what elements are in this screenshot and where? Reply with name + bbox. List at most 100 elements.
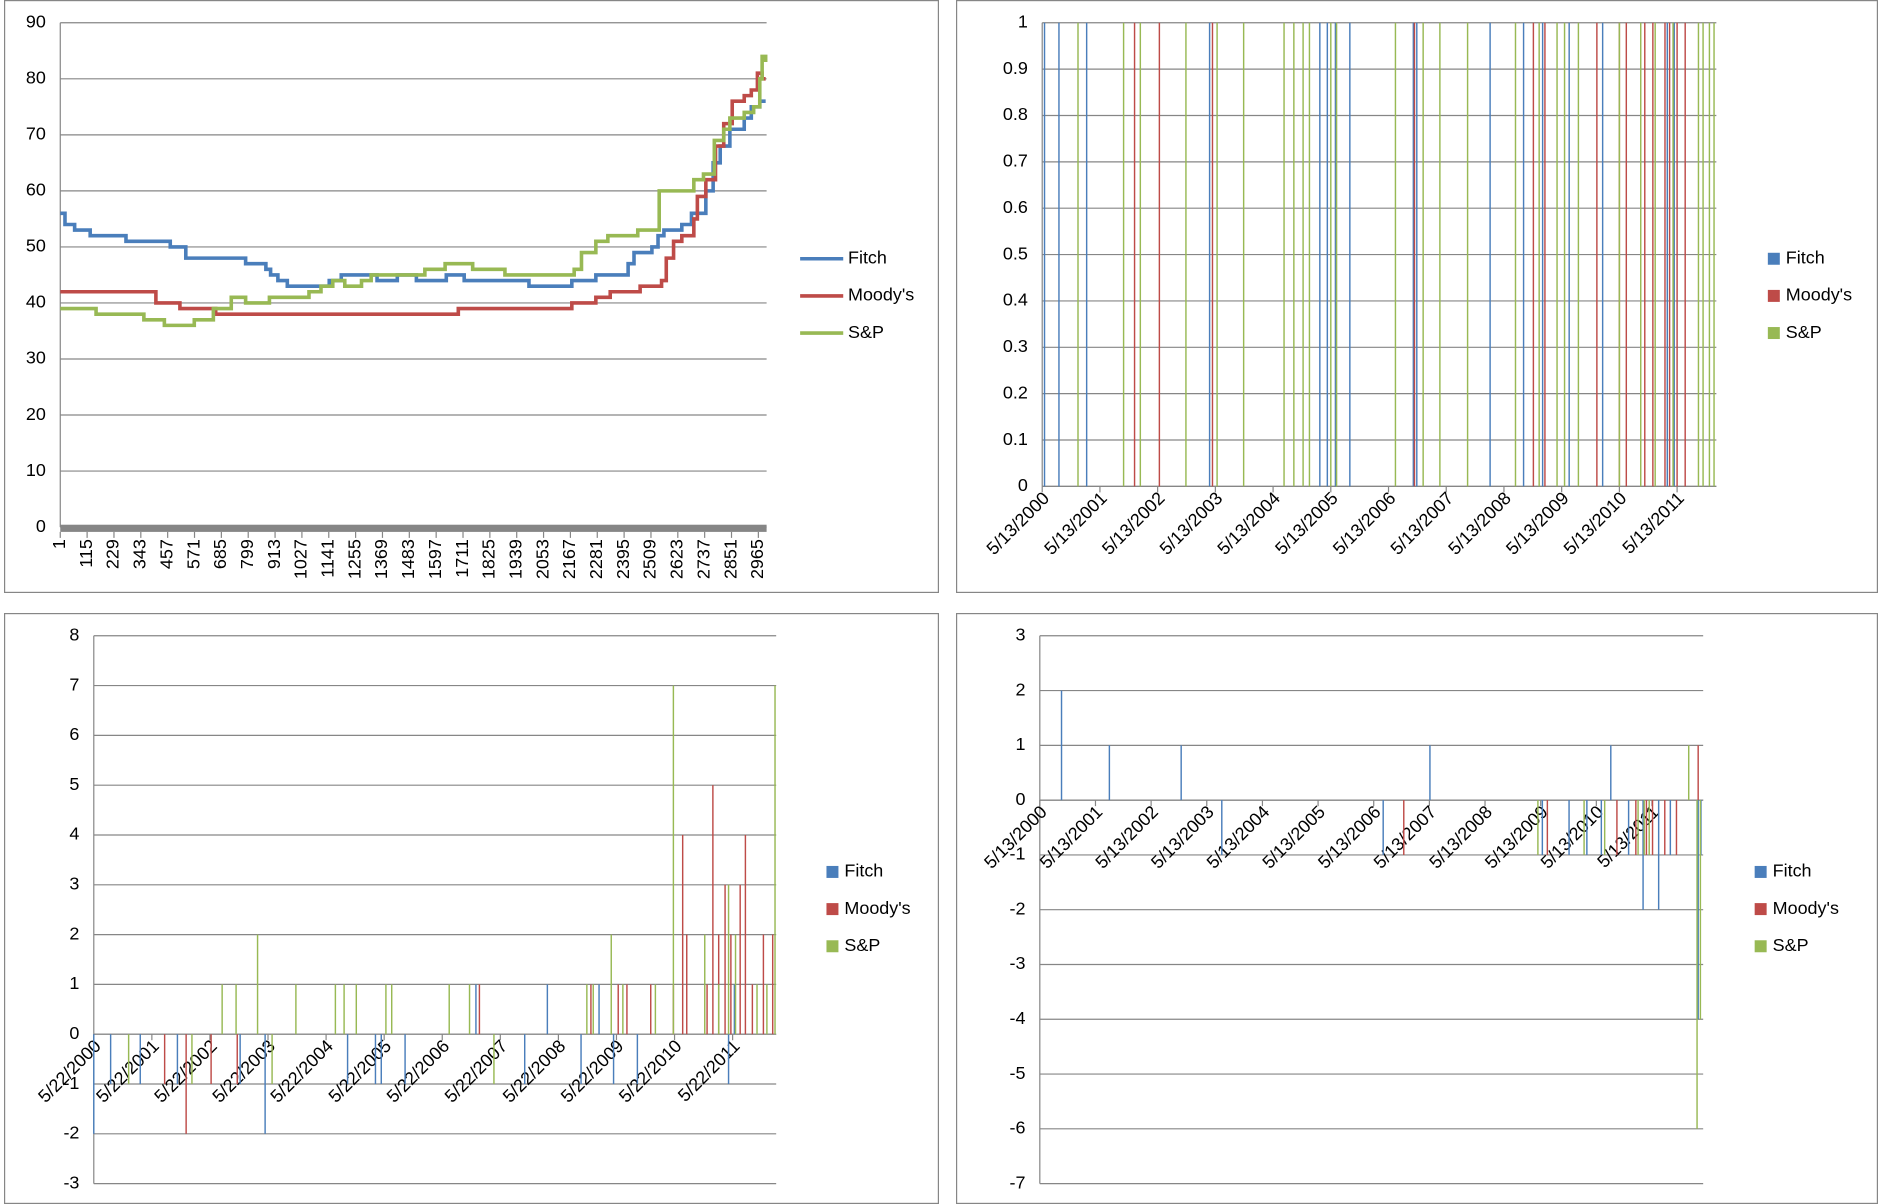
legend-swatch: [826, 903, 839, 916]
bar: [493, 1034, 495, 1085]
bar: [1283, 22, 1285, 487]
bar: [1422, 22, 1424, 487]
bar: [1541, 800, 1544, 855]
legend-swatch: [826, 865, 839, 878]
bar: [580, 1034, 582, 1085]
bar: [1635, 800, 1637, 855]
bar: [1648, 800, 1650, 855]
x-tick-label: 2053: [532, 539, 552, 579]
bar: [475, 984, 477, 1035]
legend-label: S&P: [848, 322, 884, 342]
y-tick-label: 0: [1018, 475, 1028, 495]
legend-label: Fitch: [848, 248, 887, 268]
x-axis: [60, 524, 767, 532]
chart-panel: 0 10 20 30 40 50 60 70 80 90 1 115 229 343 457 571 685 79…: [4, 0, 939, 593]
bar: [1133, 22, 1136, 487]
bar: [774, 685, 776, 1035]
bar: [1043, 22, 1046, 487]
y-tick-label: 0.6: [1003, 197, 1028, 217]
bar: [271, 1034, 273, 1085]
bar: [1544, 22, 1546, 487]
bar: [1610, 745, 1612, 801]
bar: [1654, 22, 1656, 487]
x-tick-label: 229: [103, 539, 123, 569]
y-tick-label: 80: [26, 68, 46, 88]
y-tick-label: 50: [26, 236, 46, 256]
bar: [1537, 800, 1539, 855]
bar: [239, 1034, 241, 1085]
bar: [346, 1034, 349, 1085]
y-tick-label: 6: [69, 724, 79, 744]
bar: [1085, 22, 1088, 487]
x-tick-label: 1939: [505, 539, 525, 579]
bar: [1637, 800, 1639, 855]
bar: [1185, 22, 1187, 487]
bar: [1060, 690, 1063, 801]
y-tick-label: 7: [69, 674, 79, 694]
x-tick-label: 1597: [425, 539, 445, 579]
bar: [1577, 22, 1580, 487]
bar: [1583, 800, 1585, 855]
bar: [592, 984, 594, 1035]
y-tick-label: 1: [1018, 12, 1028, 32]
y-tick-label: 0.5: [1003, 243, 1028, 263]
y-tick-label: -3: [63, 1172, 79, 1192]
y-tick-label: 20: [26, 404, 46, 424]
bar: [706, 984, 708, 1035]
bar: [766, 984, 768, 1035]
legend-swatch: [1767, 252, 1780, 265]
y-tick-label: -2: [63, 1123, 79, 1143]
bar: [1684, 22, 1686, 487]
y-tick-label: -1: [63, 1073, 79, 1093]
bar: [612, 1034, 615, 1085]
bar: [109, 1034, 112, 1085]
y-tick-label: 10: [26, 460, 46, 480]
x-tick-label: 1027: [291, 539, 311, 579]
bar: [617, 984, 619, 1035]
bar: [771, 934, 774, 1035]
bar: [610, 934, 612, 1035]
y-tick-label: -7: [1009, 1172, 1025, 1192]
bar: [1394, 22, 1397, 487]
y-tick-label: -3: [1009, 953, 1025, 973]
legend-label: S&P: [844, 935, 880, 955]
bar: [1302, 22, 1304, 487]
bar: [1697, 22, 1700, 487]
bar: [1627, 800, 1630, 855]
y-tick-label: 3: [1015, 625, 1025, 645]
bar: [1556, 22, 1558, 487]
bar: [1180, 745, 1182, 801]
y-tick-label: 70: [26, 124, 46, 144]
series-line: [60, 54, 768, 328]
bar: [1334, 22, 1337, 487]
bar: [191, 1034, 193, 1085]
bar: [1319, 22, 1321, 487]
y-tick-label: 0.3: [1003, 336, 1028, 356]
bar: [1122, 22, 1125, 487]
bar: [1702, 22, 1704, 487]
bar: [590, 984, 592, 1035]
bar: [1697, 800, 1699, 1020]
bar: [93, 1034, 95, 1134]
y-tick-label: 0.9: [1003, 58, 1028, 78]
bar: [1158, 22, 1161, 487]
bar: [1672, 22, 1674, 487]
x-tick-label: 799: [237, 539, 257, 569]
x-tick-label: 1255: [344, 539, 364, 579]
bar: [756, 984, 758, 1035]
legend-label: Moody's: [1773, 898, 1839, 918]
x-tick-label: 571: [183, 539, 203, 569]
bar: [730, 934, 732, 1035]
bar: [1664, 22, 1666, 487]
bar: [210, 1034, 212, 1085]
bar: [1208, 22, 1211, 487]
bar: [1676, 22, 1678, 487]
bar: [256, 934, 259, 1035]
bar: [264, 1034, 266, 1134]
legend-swatch: [1754, 903, 1767, 916]
x-tick-label: 1483: [398, 539, 418, 579]
legend-label: S&P: [1786, 322, 1822, 342]
bar: [1139, 22, 1142, 487]
series-line: [60, 99, 766, 288]
bar: [185, 1034, 187, 1134]
